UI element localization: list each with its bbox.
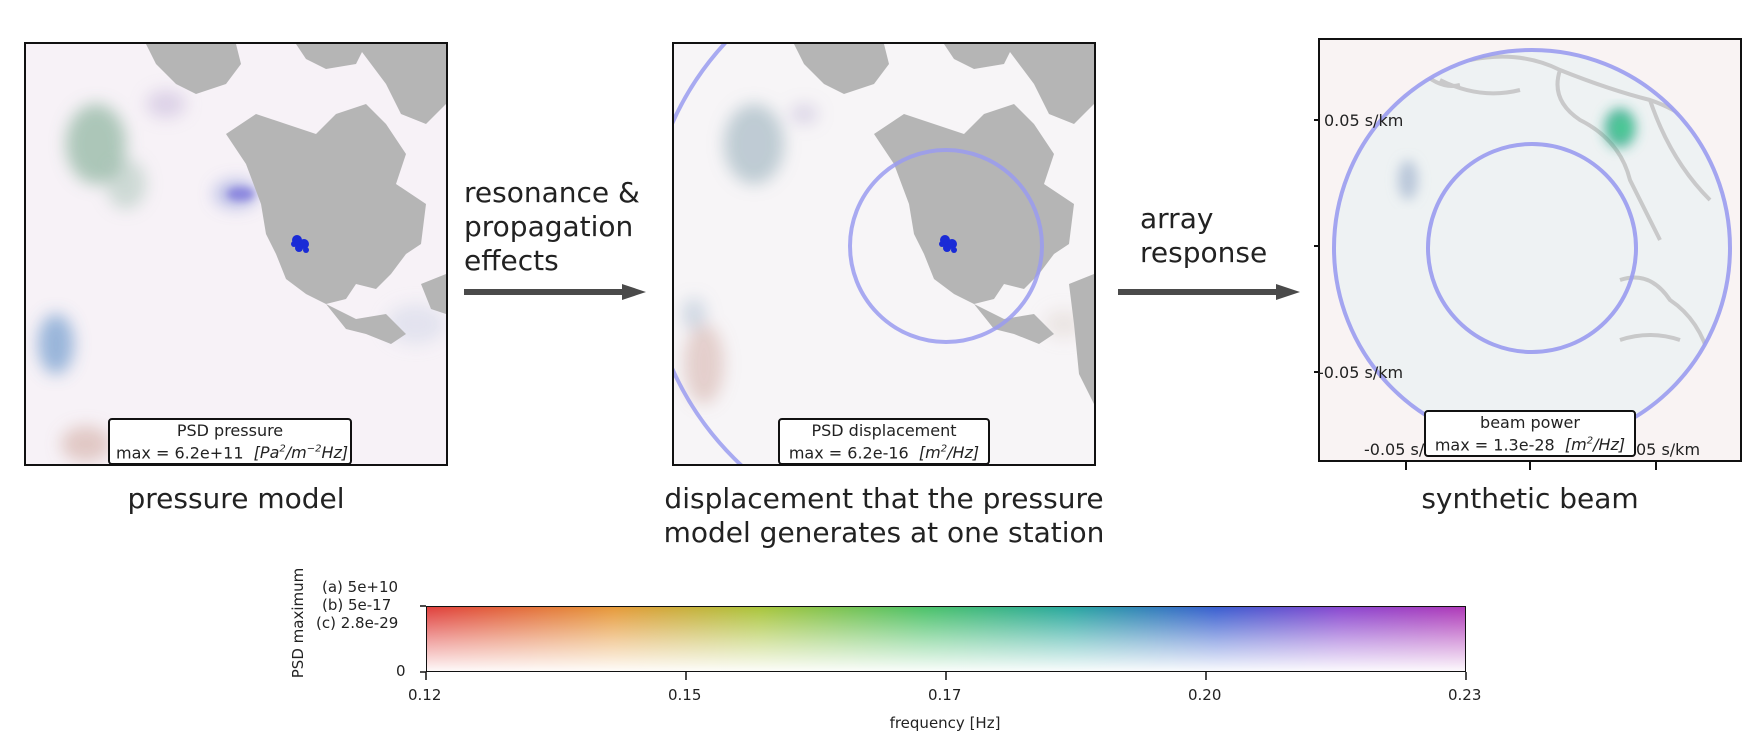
beam-caption: synthetic beam bbox=[1421, 482, 1639, 515]
station-array bbox=[939, 235, 957, 253]
displacement-caption-line-2: model generates at one station bbox=[663, 516, 1105, 549]
displacement-map-panel: PSD displacement max = 6.2e-16 [m2/Hz] bbox=[672, 42, 1096, 466]
distance-rings bbox=[674, 44, 1044, 464]
displacement-caption: displacement that the pressure model gen… bbox=[640, 482, 1128, 550]
displacement-legend-box: PSD displacement max = 6.2e-16 [m2/Hz] bbox=[778, 418, 990, 464]
colorbar-xtick-4: 0.20 bbox=[1188, 686, 1222, 704]
flow-line-3: effects bbox=[464, 244, 559, 277]
inner-slowness-ring bbox=[1426, 142, 1638, 354]
displacement-max-value: max = 6.2e-16 bbox=[788, 443, 909, 463]
flow-line-2: propagation bbox=[464, 210, 634, 243]
beam-max-value: max = 1.3e-28 bbox=[1434, 435, 1555, 455]
beam-ytick-label-top: 0.05 s/km bbox=[1324, 111, 1404, 130]
colorbar-ytick-zero: 0 bbox=[396, 662, 406, 680]
pressure-map bbox=[26, 44, 446, 464]
colorbar-ylabel: PSD maximum bbox=[289, 567, 307, 679]
pressure-max-value: max = 6.2e+11 bbox=[116, 443, 244, 463]
beam-power-hotspots bbox=[1398, 108, 1636, 200]
flow-label-array-response: array response bbox=[1140, 202, 1267, 270]
beam-xtick-label-right: 05 s/km bbox=[1636, 440, 1701, 459]
colorbar-ytick-c: (c) 2.8e-29 bbox=[316, 614, 399, 632]
beam-axis-ticks bbox=[1314, 119, 1657, 470]
displacement-box-value: max = 6.2e-16 [m2/Hz] bbox=[788, 443, 980, 463]
colorbar-ticks bbox=[420, 605, 1467, 680]
colorbar-xtick-1: 0.12 bbox=[408, 686, 442, 704]
flow-line-1: resonance & bbox=[464, 176, 640, 209]
beam-box-value: max = 1.3e-28 [m2/Hz] bbox=[1434, 435, 1626, 455]
displacement-caption-line-1: displacement that the pressure bbox=[664, 482, 1104, 515]
colorbar-xtick-5: 0.23 bbox=[1448, 686, 1482, 704]
beam-map bbox=[1320, 40, 1740, 460]
pressure-box-title: PSD pressure bbox=[176, 421, 284, 440]
beam-box-title: beam power bbox=[1480, 413, 1580, 432]
pressure-legend-box: PSD pressure max = 6.2e+11 [Pa2/m−2Hz] bbox=[108, 418, 352, 464]
beam-ytick-label-bottom: -0.05 s/km bbox=[1318, 363, 1404, 382]
colorbar-xtick-3: 0.17 bbox=[928, 686, 962, 704]
displacement-box-title: PSD displacement bbox=[811, 421, 957, 440]
displacement-anomalies bbox=[682, 104, 1084, 404]
land-masses bbox=[146, 44, 446, 344]
flow-line-5: response bbox=[1140, 236, 1268, 269]
pressure-caption: pressure model bbox=[127, 482, 345, 515]
pressure-map-panel: PSD pressure max = 6.2e+11 [Pa2/m−2Hz] bbox=[24, 42, 448, 466]
beam-xtick-label-left: -0.05 s/ bbox=[1364, 440, 1425, 459]
flow-label-propagation: resonance & propagation effects bbox=[464, 176, 640, 278]
arrow-array-response bbox=[1118, 284, 1300, 300]
colorbar-ytick-a: (a) 5e+10 bbox=[322, 578, 399, 596]
colorbar-xtick-2: 0.15 bbox=[668, 686, 702, 704]
beam-legend-box: beam power max = 1.3e-28 [m2/Hz] bbox=[1424, 410, 1636, 458]
displacement-map bbox=[674, 44, 1094, 464]
pressure-box-value: max = 6.2e+11 [Pa2/m−2Hz] bbox=[116, 443, 349, 463]
colorbar-xlabel: frequency [Hz] bbox=[889, 714, 1001, 732]
beam-panel: beam power max = 1.3e-28 [m2/Hz] bbox=[1318, 38, 1742, 462]
colorbar-ytick-b: (b) 5e-17 bbox=[322, 596, 392, 614]
beam-disc bbox=[1334, 50, 1730, 446]
arrow-propagation bbox=[464, 284, 646, 300]
flow-line-4: array bbox=[1140, 202, 1214, 235]
station-array bbox=[291, 235, 309, 253]
colorbar-gradient bbox=[426, 606, 1466, 672]
inner-distance-ring bbox=[848, 148, 1044, 344]
